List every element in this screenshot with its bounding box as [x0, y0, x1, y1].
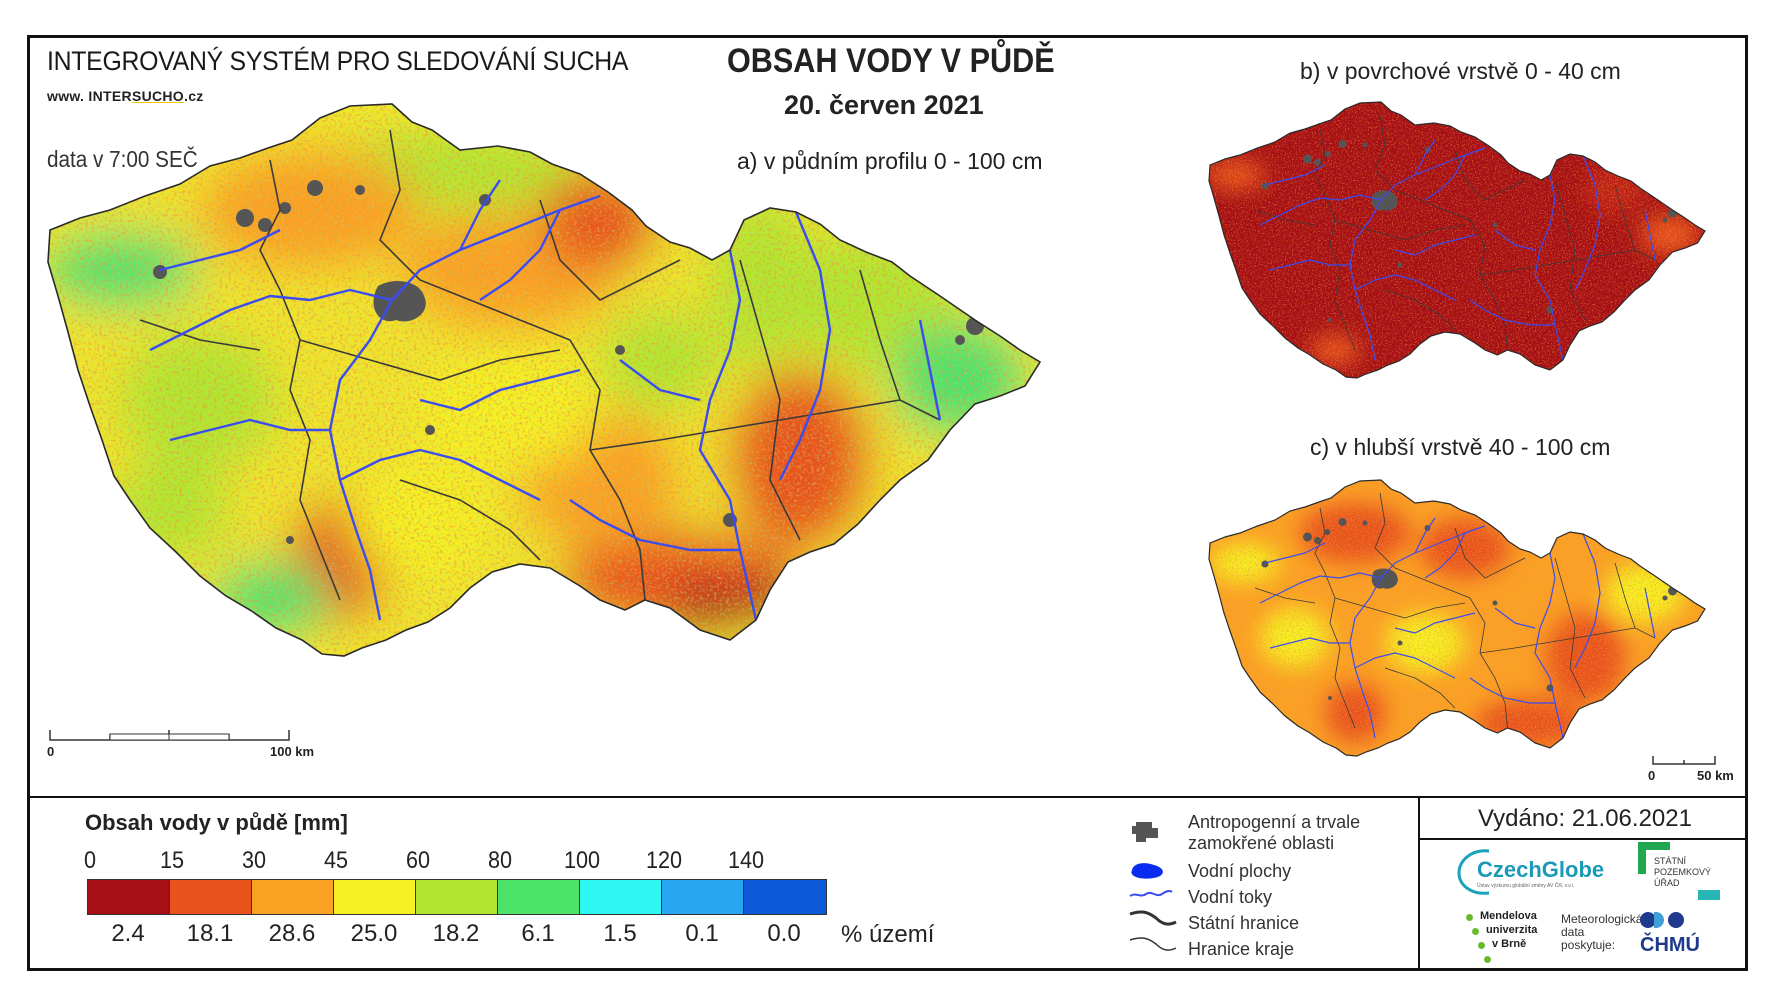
map-b-label: b) v povrchové vrstvě 0 - 40 cm: [1300, 58, 1621, 84]
legend-percentage: 18.1: [186, 920, 234, 947]
legend-tick: 30: [241, 847, 267, 874]
scalebar-main-start: 0: [47, 744, 55, 759]
legend-swatch: [498, 880, 580, 914]
region-border-icon: [1129, 937, 1177, 951]
scalebar-small: [1652, 756, 1716, 765]
data-time: data v 7:00 SEČ: [47, 146, 198, 172]
water-stream-icon: [1129, 889, 1173, 897]
main-title: OBSAH VODY V PŮDĚ: [727, 42, 1055, 80]
map-c: [1208, 479, 1706, 757]
legend-tick: 0: [83, 847, 97, 874]
czechglobe-name: CzechGlobe: [1477, 857, 1605, 882]
legend-percentage: 25.0: [350, 920, 398, 947]
scalebar-main: [49, 730, 290, 741]
legend-water-bodies: Vodní plochy: [1188, 861, 1292, 881]
state-border-icon: [1129, 910, 1177, 926]
issued-divider: [1418, 838, 1748, 840]
met-data-text: Meteorologická data poskytuje:: [1561, 912, 1643, 952]
mendelu-line-2: univerzita: [1486, 924, 1538, 936]
czechglobe-sub: Ústav výzkumu globální změny AV ČR, v.v.…: [1477, 883, 1575, 889]
scalebar-small-start: 0: [1648, 768, 1656, 783]
map-frame: [27, 35, 1748, 971]
website-link[interactable]: www. INTERSUCHO.cz: [47, 88, 204, 104]
map-date: 20. červen 2021: [784, 90, 984, 120]
map-c-label: c) v hlubší vrstvě 40 - 100 cm: [1310, 434, 1611, 460]
legend-percentage: 0.0: [767, 920, 801, 947]
footer-divider: [1418, 796, 1420, 971]
scalebar-small-end: 50 km: [1697, 768, 1734, 783]
legend-percentage: 0.1: [685, 920, 719, 947]
legend-state-border: Státní hranice: [1188, 913, 1300, 933]
legend-swatch: [580, 880, 662, 914]
map-a-label: a) v půdním profilu 0 - 100 cm: [737, 148, 1043, 174]
legend-region-border: Hranice kraje: [1188, 939, 1295, 959]
legend-tick: 80: [487, 847, 513, 874]
anthropogenic-icon: [1132, 822, 1158, 842]
legend-percentage: 2.4: [111, 920, 145, 947]
legend-swatch: [744, 880, 826, 914]
czechglobe-logo: CzechGlobe Ústav výzkumu globální změny …: [1455, 845, 1605, 900]
map-b: [1208, 101, 1706, 379]
legend-tick: 45: [323, 847, 349, 874]
spu-logo: STÁTNÍ POZEMKOVÝ ÚŘAD: [1638, 842, 1728, 900]
legend-swatch: [662, 880, 744, 914]
mendelu-line-3: v Brně: [1492, 938, 1527, 950]
legend-swatch: [170, 880, 252, 914]
mendelu-logo: Mendelova univerzita v Brně: [1466, 910, 1556, 966]
map-a: [47, 103, 1041, 657]
legend-swatch: [252, 880, 334, 914]
legend-swatch: [88, 880, 170, 914]
percent-unit: % území: [841, 921, 935, 948]
legend-swatch: [334, 880, 416, 914]
issued-date: Vydáno: 21.06.2021: [1478, 805, 1692, 832]
chmu-logo: ČHMÚ: [1640, 910, 1720, 960]
spu-name: STÁTNÍ POZEMKOVÝ ÚŘAD: [1654, 856, 1712, 888]
mendelu-line-1: Mendelova: [1480, 910, 1537, 922]
legend-divider: [27, 796, 1748, 798]
legend-tick: 60: [405, 847, 431, 874]
legend-tick: 15: [159, 847, 185, 874]
chmu-name: ČHMÚ: [1640, 934, 1700, 956]
legend-percentage: 6.1: [521, 920, 555, 947]
legend-percentage: 1.5: [603, 920, 637, 947]
legend-percentage: 28.6: [268, 920, 316, 947]
scalebar-main-end: 100 km: [270, 744, 315, 759]
legend-tick: 120: [645, 847, 683, 874]
legend-tick: 100: [563, 847, 601, 874]
legend-water-streams: Vodní toky: [1188, 887, 1273, 907]
legend-tick: 140: [727, 847, 765, 874]
legend-anthropogenic: Antropogenní a trvale zamokřené oblasti: [1188, 812, 1361, 853]
legend-title: Obsah vody v půdě [mm]: [85, 810, 348, 835]
water-body-icon: [1131, 863, 1163, 879]
system-title: INTEGROVANÝ SYSTÉM PRO SLEDOVÁNÍ SUCHA: [47, 46, 629, 76]
legend-swatch: [416, 880, 498, 914]
legend-colorbar: [87, 879, 827, 915]
legend-percentage: 18.2: [432, 920, 480, 947]
